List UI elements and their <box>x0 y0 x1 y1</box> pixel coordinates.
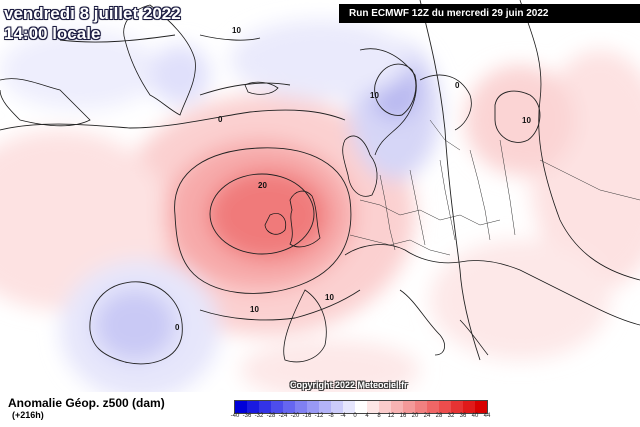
color-scale-tick: -24 <box>278 413 288 419</box>
borders <box>349 119 640 256</box>
color-scale-tick: -16 <box>302 413 312 419</box>
color-scale-tick: 40 <box>471 413 479 419</box>
color-scale-tick: 4 <box>365 413 369 419</box>
color-scale-cell <box>427 401 439 413</box>
coastlines <box>0 0 640 363</box>
anomaly-map: 10 10 0 10 10 20 10 0 0 <box>0 0 640 392</box>
variable-name: Anomalie Géop. z500 (dam) <box>8 396 165 410</box>
color-scale-tick: -8 <box>328 413 334 419</box>
color-scale-tick: -36 <box>242 413 252 419</box>
contour-labels: 10 10 0 10 10 20 10 0 0 <box>175 26 531 332</box>
color-scale-cell <box>415 401 427 413</box>
color-scale-tick: -40 <box>230 413 240 419</box>
color-scale-tick: -28 <box>266 413 276 419</box>
color-scale-cell <box>331 401 343 413</box>
color-scale-tick: 24 <box>423 413 431 419</box>
color-scale-tick: -4 <box>340 413 346 419</box>
color-scale-tick: 28 <box>435 413 443 419</box>
forecast-time: 14:00 locale <box>4 24 101 43</box>
color-scale-cell <box>451 401 463 413</box>
color-scale-cell <box>379 401 391 413</box>
color-scale-cell <box>271 401 283 413</box>
contour-label: 20 <box>258 181 267 190</box>
color-scale-cell <box>403 401 415 413</box>
contour-label: 10 <box>370 91 379 100</box>
color-scale-cell <box>391 401 403 413</box>
color-scale-tick: -32 <box>254 413 264 419</box>
color-scale-cell <box>355 401 367 413</box>
color-scale-cell <box>259 401 271 413</box>
color-scale-cell <box>367 401 379 413</box>
color-scale-tick: -20 <box>290 413 300 419</box>
forecast-date: vendredi 8 juillet 2022 <box>4 4 181 23</box>
color-scale-cell <box>343 401 355 413</box>
color-scale-cell <box>475 401 487 413</box>
anomaly-shading <box>0 20 640 392</box>
color-scale-cell <box>463 401 475 413</box>
contour-label: 0 <box>455 81 460 90</box>
color-scale-cell <box>439 401 451 413</box>
contour-lines <box>0 0 541 365</box>
color-scale-tick: 32 <box>447 413 455 419</box>
contour-label: 10 <box>522 116 531 125</box>
color-scale-cell <box>307 401 319 413</box>
color-scale-tick: -12 <box>314 413 324 419</box>
color-scale-cell <box>295 401 307 413</box>
copyright-notice: Copyright 2022 Meteociel.fr <box>290 380 408 390</box>
color-scale-cell <box>319 401 331 413</box>
contour-label: 0 <box>218 115 223 124</box>
color-scale <box>234 400 488 414</box>
color-scale-tick: 16 <box>399 413 407 419</box>
color-scale-tick: 12 <box>387 413 395 419</box>
color-scale-cell <box>247 401 259 413</box>
color-scale-cell <box>235 401 247 413</box>
color-scale-tick: 44 <box>483 413 491 419</box>
color-scale-tick: 36 <box>459 413 467 419</box>
run-info-banner: Run ECMWF 12Z du mercredi 29 juin 2022 <box>339 4 640 23</box>
contour-label: 10 <box>232 26 241 35</box>
contour-label: 0 <box>175 323 180 332</box>
contour-label: 10 <box>325 293 334 302</box>
color-scale-tick: 0 <box>353 413 357 419</box>
contour-label: 10 <box>250 305 259 314</box>
color-scale-tick: 8 <box>377 413 381 419</box>
color-scale-tick: 20 <box>411 413 419 419</box>
lead-time: (+216h) <box>12 410 44 420</box>
color-scale-cell <box>283 401 295 413</box>
legend-panel: Anomalie Géop. z500 (dam) (+216h) -40 -36… <box>0 392 640 427</box>
